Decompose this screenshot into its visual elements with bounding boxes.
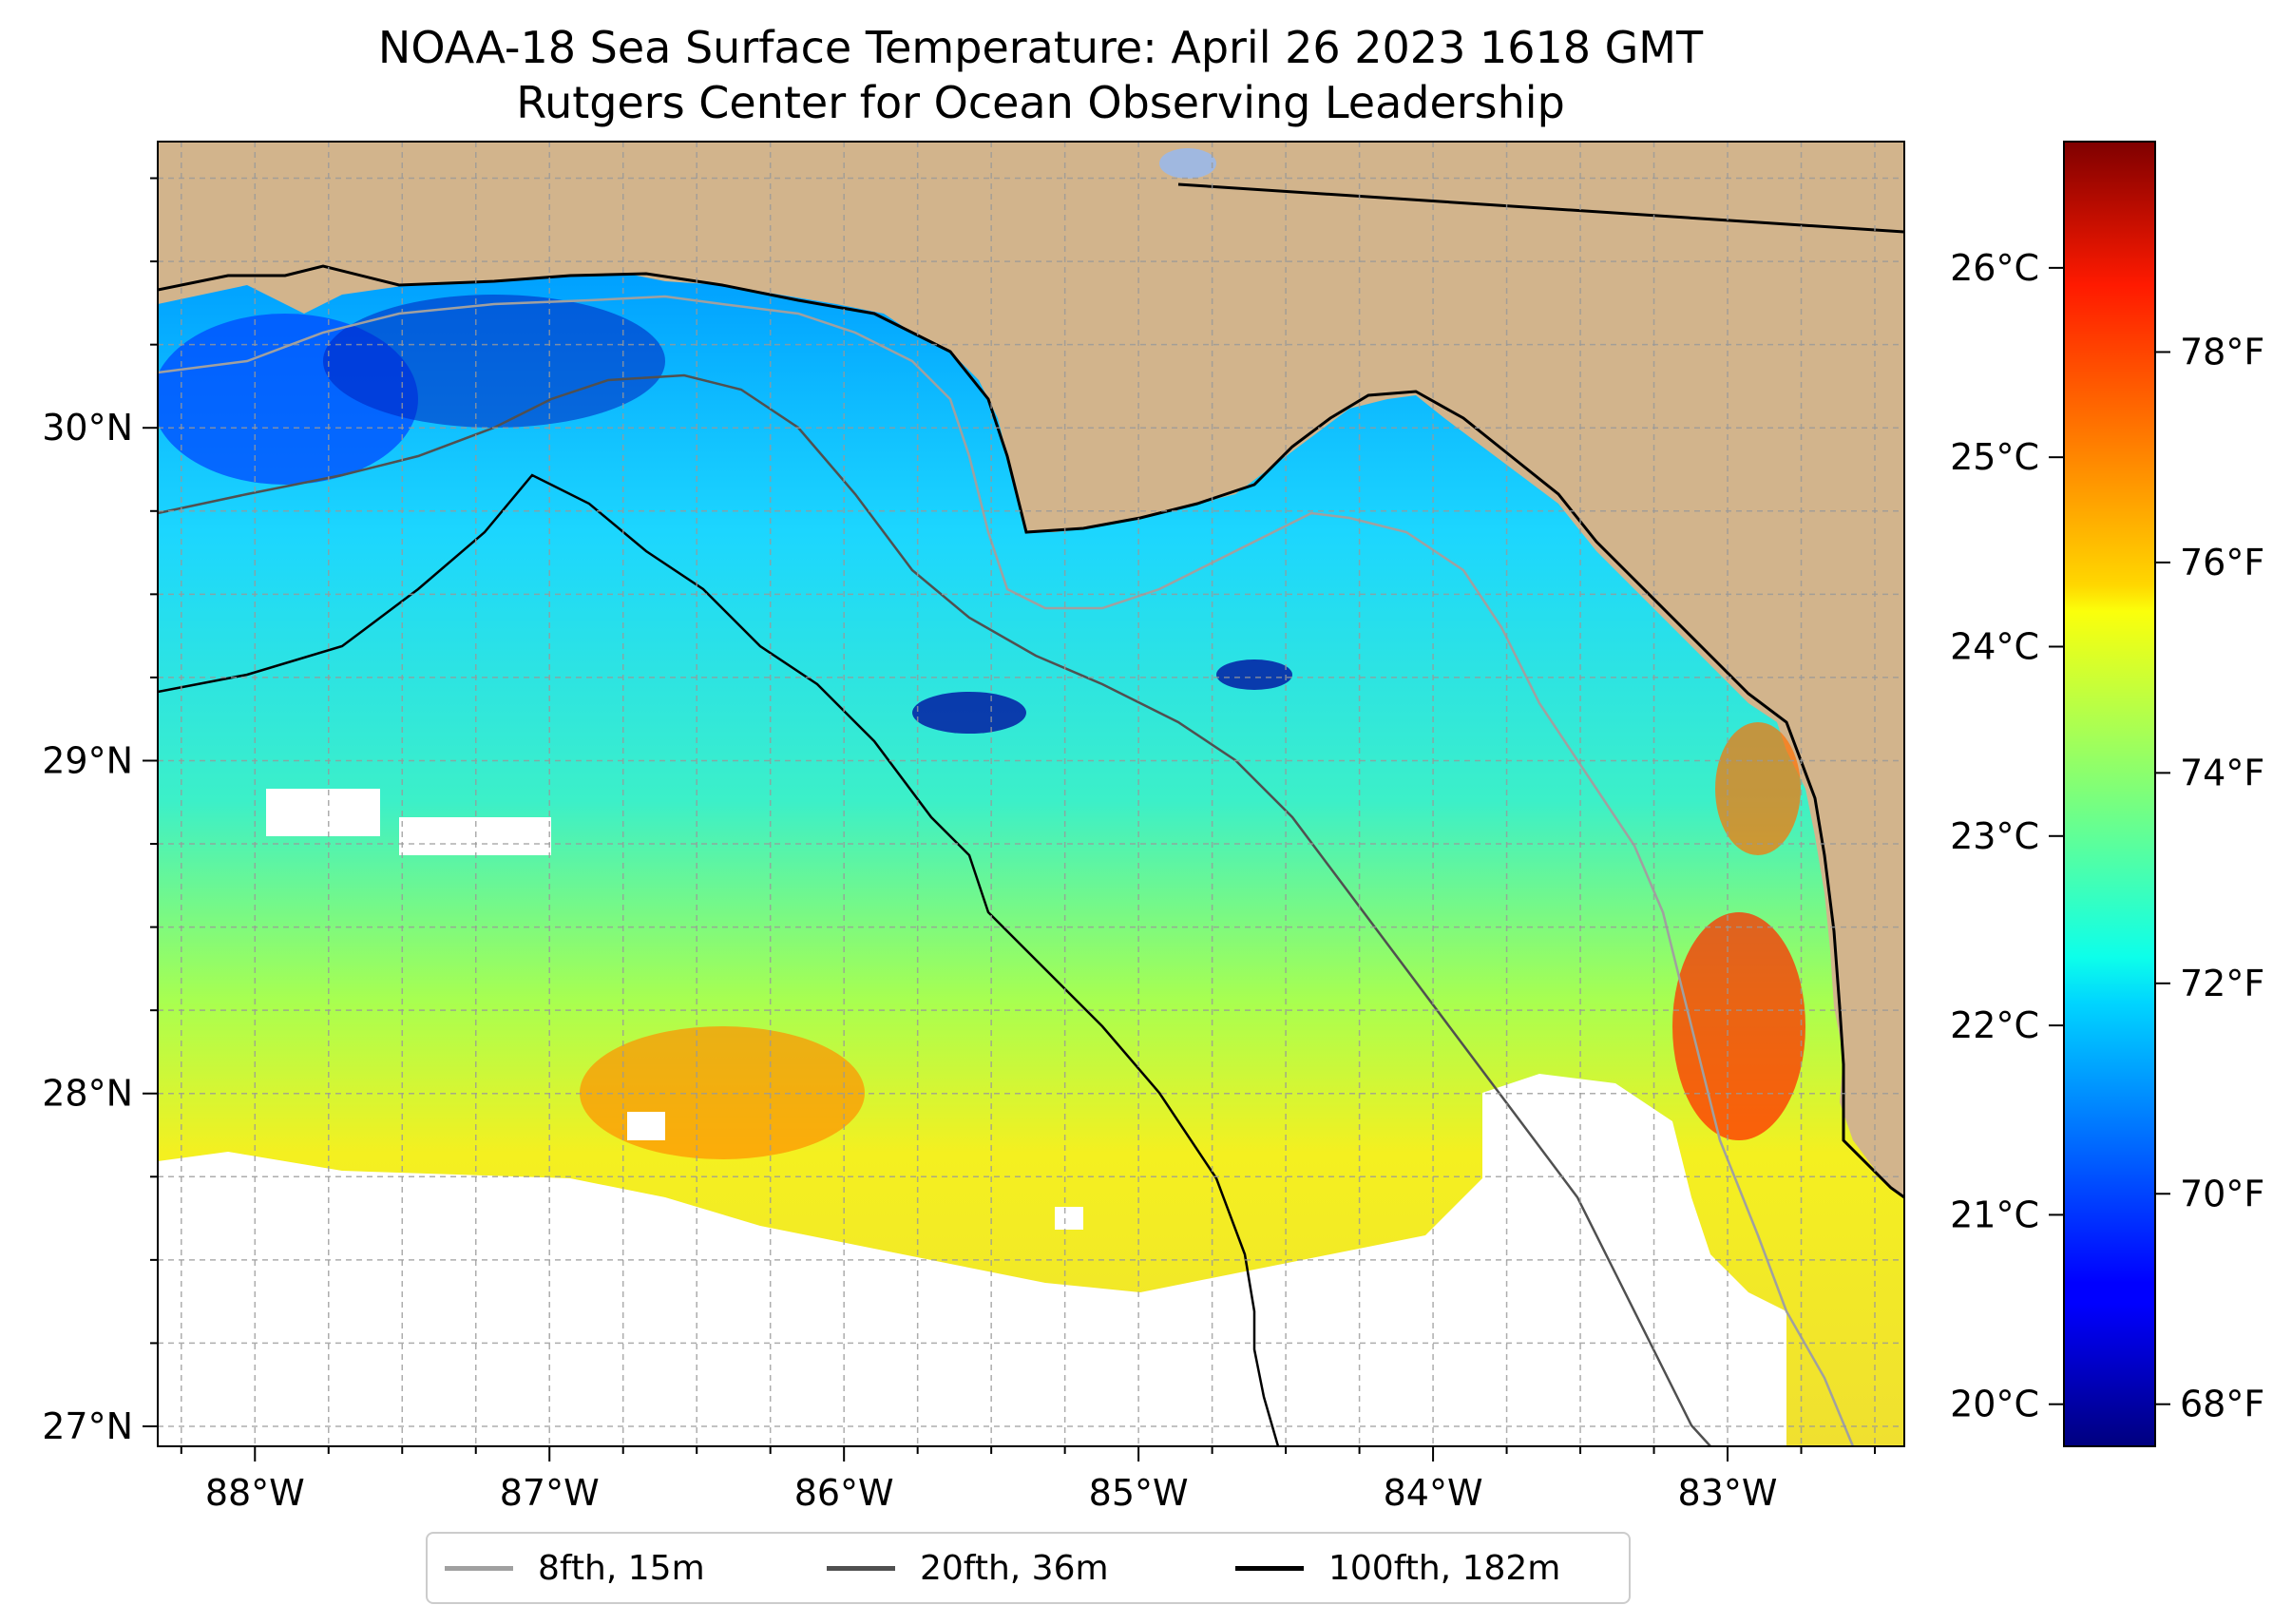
- depth-contour-100fth: [158, 473, 1280, 1446]
- legend-line-100fth: [1235, 1565, 1304, 1571]
- celsius-tick-label: 23°C: [1950, 815, 2039, 857]
- celsius-tick-label: 25°C: [1950, 436, 2039, 478]
- legend-item-20fth: 20fth, 36m: [827, 1534, 1109, 1602]
- fahrenheit-tick-label: 76°F: [2180, 542, 2264, 583]
- fahrenheit-tick-label: 78°F: [2180, 331, 2264, 373]
- depth-contour-8fth: [158, 295, 1855, 1446]
- lon-tick-label: 83°W: [1678, 1472, 1778, 1514]
- map-area: [158, 142, 1904, 1446]
- legend-line-20fth: [827, 1565, 895, 1571]
- legend-label-8fth: 8fth, 15m: [538, 1548, 705, 1588]
- lat-tick-label: 27°N: [42, 1405, 133, 1447]
- lake: [1159, 148, 1216, 179]
- legend-item-100fth: 100fth, 182m: [1235, 1534, 1560, 1602]
- chart-subtitle: Rutgers Center for Ocean Observing Leade…: [516, 77, 1565, 128]
- fahrenheit-tick-label: 74°F: [2180, 752, 2264, 793]
- cold-water-patch: [912, 692, 1026, 734]
- no-data-cloud-region: [1055, 1207, 1083, 1230]
- warm-water-patch: [1715, 722, 1801, 855]
- no-data-cloud-region: [627, 1112, 665, 1140]
- state-boundary: [1177, 182, 1904, 234]
- chart-title: NOAA-18 Sea Surface Temperature: April 2…: [377, 22, 1704, 73]
- map-gridlines: [158, 142, 1904, 1446]
- lat-tick-label: 30°N: [42, 407, 133, 449]
- coastline: [158, 264, 1904, 1199]
- celsius-tick-label: 20°C: [1950, 1384, 2039, 1425]
- legend-label-100fth: 100fth, 182m: [1328, 1548, 1561, 1588]
- colorbar: [2063, 141, 2156, 1447]
- lon-tick-label: 87°W: [500, 1472, 600, 1514]
- depth-contour-20fth: [158, 373, 1711, 1446]
- legend-line-8fth: [445, 1565, 513, 1571]
- colorbar-celsius-ticks: 20°C 21°C 22°C 23°C 24°C 25°C 26°C: [1950, 247, 2064, 1425]
- fahrenheit-tick-label: 70°F: [2180, 1173, 2264, 1214]
- legend: 8fth, 15m 20fth, 36m 100fth, 182m: [426, 1532, 1631, 1604]
- no-data-cloud-region: [158, 1074, 1786, 1446]
- legend-item-8fth: 8fth, 15m: [445, 1534, 705, 1602]
- lon-tick-label: 88°W: [205, 1472, 305, 1514]
- cold-water-patch: [323, 295, 665, 428]
- celsius-tick-label: 21°C: [1950, 1194, 2039, 1235]
- lon-tick-label: 84°W: [1384, 1472, 1483, 1514]
- lat-tick-label: 28°N: [42, 1073, 133, 1115]
- map-frame: [157, 141, 1905, 1447]
- longitude-axis: 88°W 87°W 86°W 85°W 84°W 83°W: [180, 1446, 1877, 1514]
- lon-tick-label: 86°W: [794, 1472, 894, 1514]
- celsius-tick-label: 26°C: [1950, 247, 2039, 289]
- lat-tick-label: 29°N: [42, 739, 133, 781]
- sea-surface-temperature-field: [158, 274, 1904, 1446]
- cold-water-patch: [1216, 659, 1292, 690]
- fahrenheit-tick-label: 68°F: [2180, 1384, 2264, 1425]
- celsius-tick-label: 22°C: [1950, 1004, 2039, 1046]
- celsius-tick-label: 24°C: [1950, 625, 2039, 667]
- no-data-cloud-region: [266, 789, 380, 836]
- fahrenheit-tick-label: 72°F: [2180, 963, 2264, 1004]
- legend-label-20fth: 20fth, 36m: [920, 1548, 1109, 1588]
- lon-tick-label: 85°W: [1089, 1472, 1189, 1514]
- colorbar-fahrenheit-ticks: 68°F 70°F 72°F 74°F 76°F 78°F: [2155, 331, 2264, 1425]
- latitude-axis: 27°N 28°N 29°N 30°N: [42, 177, 158, 1447]
